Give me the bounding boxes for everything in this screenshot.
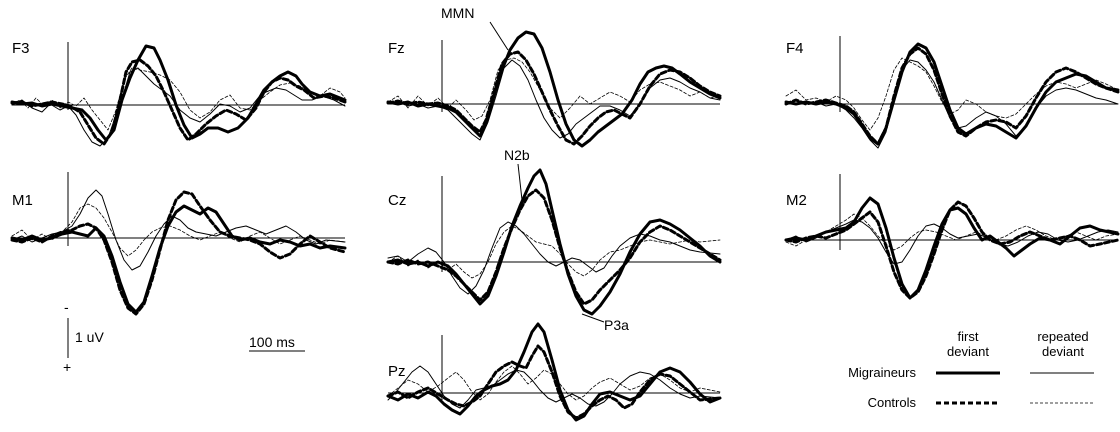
electrode-label-m1: M1 bbox=[12, 192, 33, 209]
amplitude-scale-label: 1 uV bbox=[75, 329, 104, 345]
panel-m1: M1 bbox=[10, 172, 347, 316]
trace-m1-controls-first bbox=[10, 190, 347, 316]
trace-pz-migraineurs-first bbox=[386, 322, 722, 422]
annotation-n2b: N2b bbox=[504, 147, 530, 163]
traces-f4 bbox=[784, 42, 1120, 149]
electrode-label-f4: F4 bbox=[786, 40, 804, 57]
trace-pz-controls-first bbox=[386, 344, 722, 420]
trace-m1-migraineurs-first bbox=[10, 204, 347, 314]
trace-cz-migraineurs-first bbox=[386, 168, 722, 316]
annotation-n2b-leader bbox=[517, 163, 523, 201]
traces-m1 bbox=[10, 189, 347, 316]
legend: first deviant repeated deviant Migraineu… bbox=[848, 329, 1094, 410]
trace-fz-migraineurs-first bbox=[386, 30, 722, 148]
trace-m2-migraineurs-first bbox=[784, 196, 1120, 300]
traces-fz bbox=[386, 30, 722, 148]
traces-f3 bbox=[10, 44, 347, 147]
panel-f3: F3 bbox=[10, 40, 347, 147]
legend-header-first-line2: deviant bbox=[947, 344, 989, 359]
component-annotations: MMN N2b P3a bbox=[441, 5, 629, 333]
electrode-label-fz: Fz bbox=[388, 40, 405, 57]
electrode-label-pz: Pz bbox=[388, 363, 406, 380]
trace-f3-controls-first bbox=[10, 58, 347, 146]
scale-plus-sign: + bbox=[63, 359, 71, 375]
trace-f3-migraineurs-first bbox=[10, 44, 347, 142]
trace-m2-controls-repeated bbox=[785, 213, 1119, 251]
traces-m2 bbox=[784, 196, 1120, 300]
trace-m1-migraineurs-repeated bbox=[11, 189, 346, 271]
traces-pz bbox=[386, 322, 722, 422]
trace-pz-migraineurs-repeated bbox=[387, 365, 721, 409]
trace-f4-migraineurs-first bbox=[784, 42, 1120, 146]
trace-fz-migraineurs-repeated bbox=[387, 59, 721, 141]
scale-minus-sign: - bbox=[64, 299, 69, 315]
panel-fz: Fz bbox=[386, 30, 722, 148]
trace-pz-controls-repeated bbox=[387, 365, 721, 401]
electrode-label-m2: M2 bbox=[786, 192, 807, 209]
electrode-label-cz: Cz bbox=[388, 192, 406, 209]
trace-f4-migraineurs-repeated bbox=[785, 59, 1119, 149]
panel-cz: Cz bbox=[386, 168, 722, 316]
legend-header-repeated-line2: deviant bbox=[1042, 344, 1084, 359]
trace-f4-controls-first bbox=[784, 46, 1120, 146]
annotation-mmn-leader bbox=[489, 21, 509, 51]
annotation-p3a: P3a bbox=[604, 317, 629, 333]
panel-m2: M2 bbox=[784, 174, 1120, 300]
time-scale-label: 100 ms bbox=[249, 334, 295, 350]
trace-fz-controls-first bbox=[386, 50, 722, 146]
panel-pz: Pz bbox=[386, 322, 722, 422]
legend-row-migraineurs: Migraineurs bbox=[848, 365, 916, 380]
trace-cz-controls-first bbox=[386, 188, 722, 306]
legend-row-controls: Controls bbox=[868, 395, 917, 410]
panel-f4: F4 bbox=[784, 36, 1120, 149]
electrode-label-f3: F3 bbox=[12, 40, 30, 57]
scale-bars: - 1 uV + 100 ms bbox=[63, 299, 305, 375]
trace-cz-controls-repeated bbox=[387, 225, 721, 279]
annotation-mmn: MMN bbox=[441, 5, 474, 21]
trace-m2-migraineurs-repeated bbox=[785, 219, 1119, 265]
trace-cz-migraineurs-repeated bbox=[387, 221, 721, 295]
annotation-p3a-leader bbox=[581, 313, 605, 323]
trace-f3-controls-repeated bbox=[11, 67, 346, 131]
legend-header-first-line1: first bbox=[958, 329, 979, 344]
legend-header-repeated-line1: repeated bbox=[1037, 329, 1088, 344]
traces-cz bbox=[386, 168, 722, 316]
trace-m2-controls-first bbox=[784, 200, 1120, 300]
